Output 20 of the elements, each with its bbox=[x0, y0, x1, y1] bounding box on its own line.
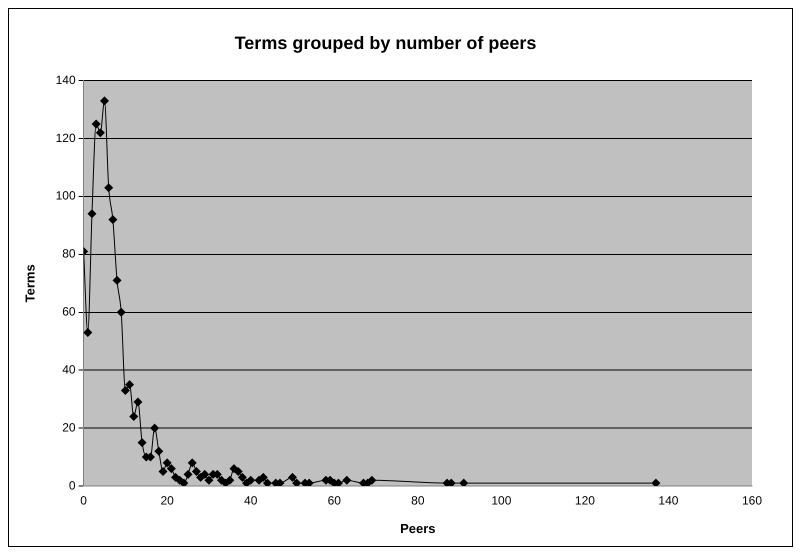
x-tick-label: 100 bbox=[491, 494, 512, 508]
y-tick-label: 100 bbox=[56, 188, 76, 203]
y-tick-label: 20 bbox=[62, 420, 76, 434]
y-tick-label: 0 bbox=[68, 478, 76, 492]
x-tick-label: 140 bbox=[658, 494, 679, 508]
chart-title: Terms grouped by number of peers bbox=[234, 32, 536, 53]
y-tick-label: 80 bbox=[62, 246, 76, 261]
x-tick-label: 20 bbox=[160, 494, 174, 508]
x-tick-label: 80 bbox=[411, 494, 425, 508]
y-axis-title: Terms bbox=[22, 264, 38, 302]
y-tick-label: 120 bbox=[56, 130, 76, 145]
x-tick-label: 160 bbox=[742, 494, 762, 508]
x-tick-label: 0 bbox=[80, 494, 88, 508]
x-tick-label: 120 bbox=[574, 494, 596, 508]
y-tick-label: 40 bbox=[62, 362, 76, 376]
y-tick-label: 140 bbox=[56, 72, 76, 87]
x-tick-label: 60 bbox=[328, 494, 342, 508]
x-tick-label: 40 bbox=[244, 494, 258, 508]
y-tick-label: 60 bbox=[62, 304, 76, 319]
x-axis-title: Peers bbox=[400, 520, 436, 536]
